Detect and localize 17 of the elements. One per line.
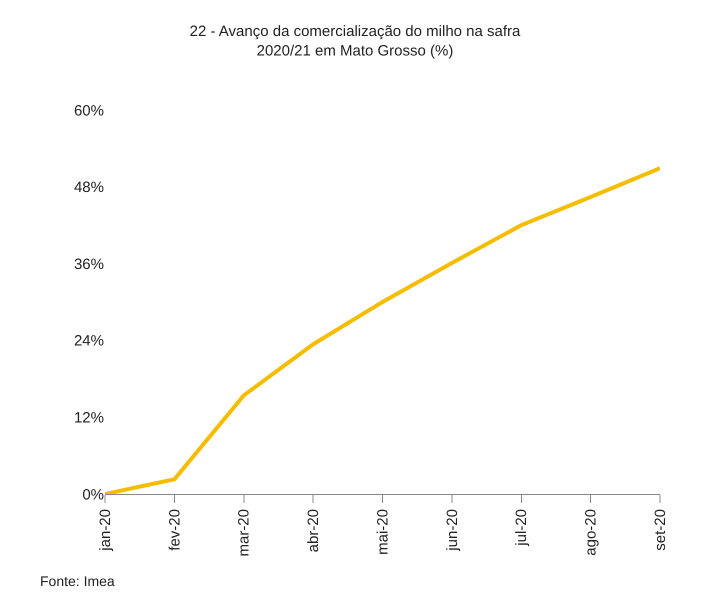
x-tick-label: ago-20 (582, 509, 600, 556)
y-tick-label: 12% (74, 409, 104, 426)
x-tick-label: jun-20 (444, 509, 461, 552)
source-note: Fonte: Imea (40, 573, 115, 589)
x-tick-label: set-20 (652, 509, 669, 551)
y-tick-label: 60% (74, 102, 104, 120)
x-tick-label: mar-20 (236, 509, 253, 557)
x-tick-label: abr-20 (305, 509, 322, 552)
y-tick-label: 24% (74, 332, 104, 350)
y-tick-label: 0% (82, 486, 104, 504)
x-tick-label: mai-20 (374, 509, 392, 555)
x-tick-label: jan-20 (96, 509, 114, 552)
x-tick-label: jul-20 (513, 509, 530, 547)
chart-title: 22 - Avanço da comercialização do milho na safra 2020/21 em Mato Grosso (%) (190, 22, 522, 60)
y-tick-label: 48% (74, 179, 104, 196)
x-tick-label: fev-20 (166, 509, 184, 551)
y-tick-label: 36% (74, 256, 104, 273)
